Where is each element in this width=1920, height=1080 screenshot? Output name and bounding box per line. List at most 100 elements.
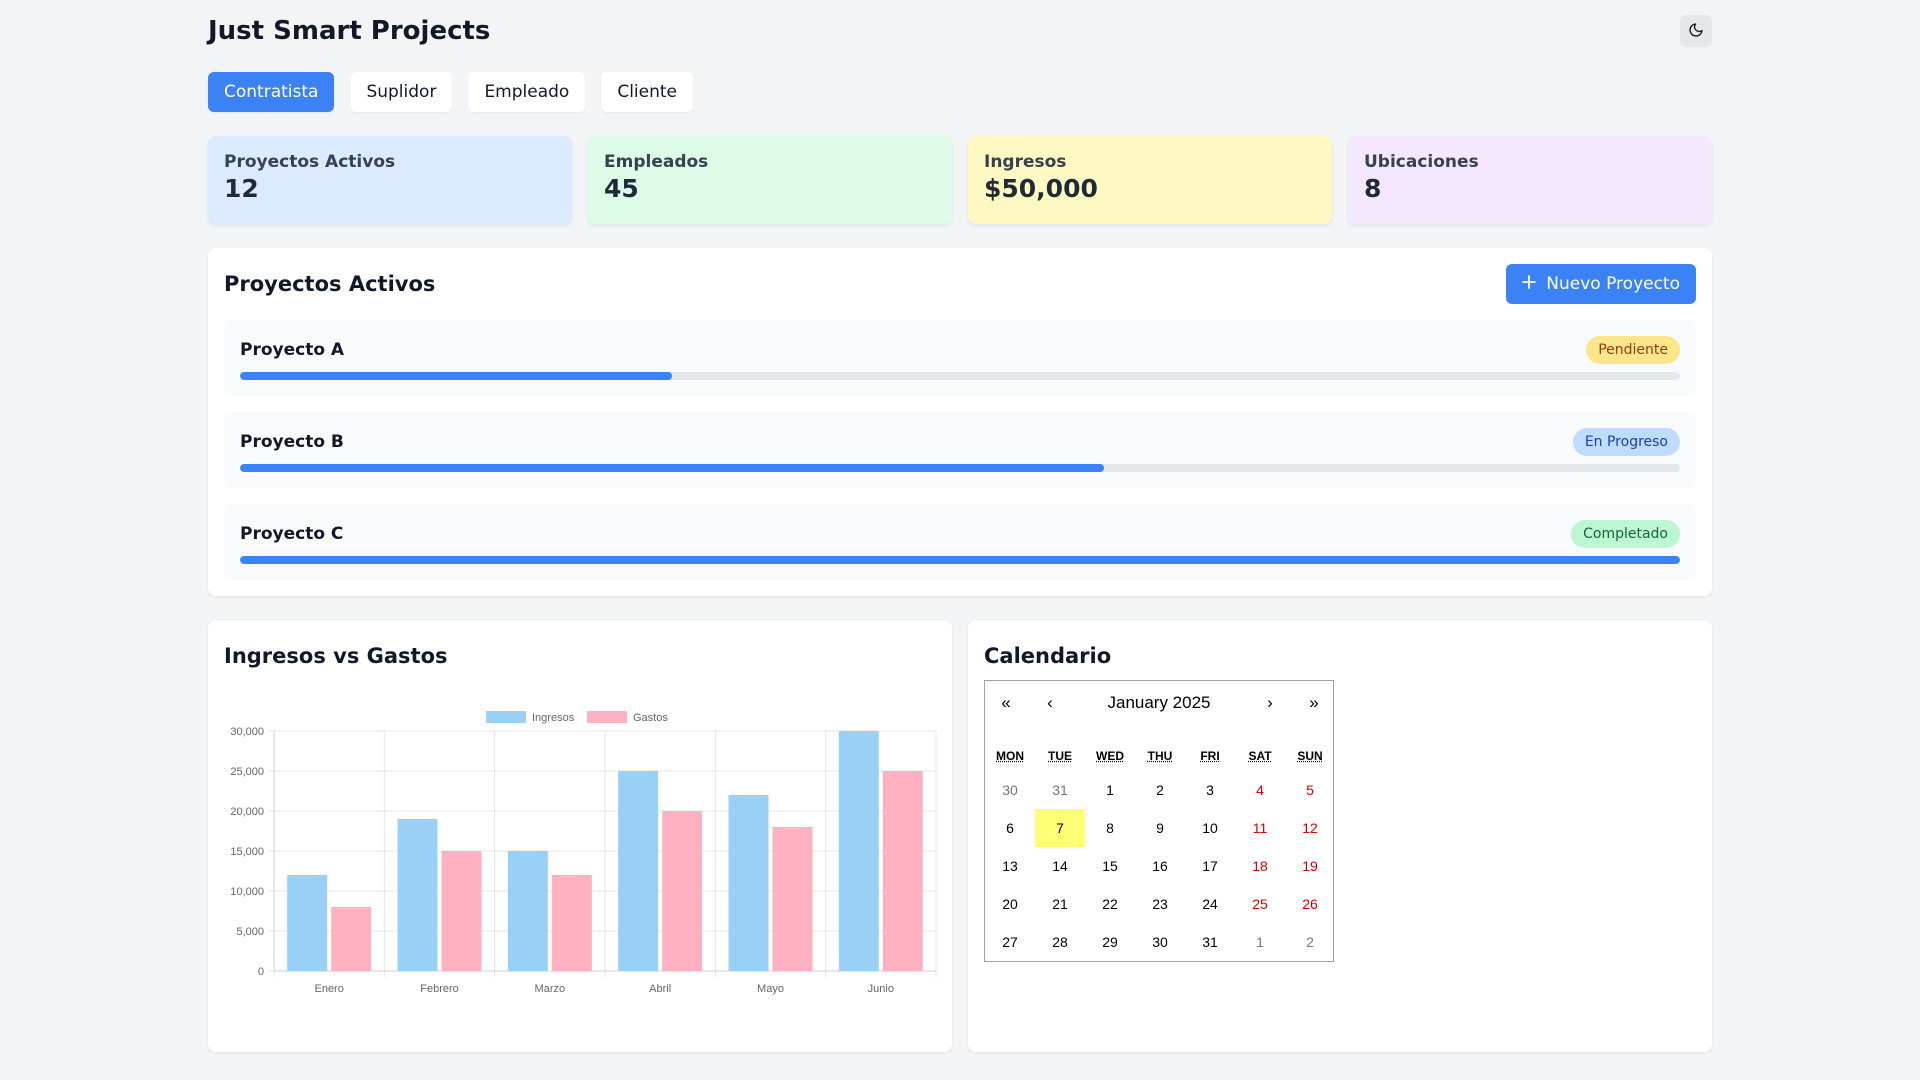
- calendar-day[interactable]: 29: [1102, 934, 1118, 950]
- legend-swatch: [486, 711, 526, 723]
- week-row: 27 28 29 30 31 1 2: [985, 923, 1335, 961]
- bar-gastos-mayo: [772, 827, 813, 971]
- stat-card-ingresos: Ingresos $50,000: [968, 136, 1332, 224]
- legend-label: Ingresos: [532, 712, 575, 724]
- project-item[interactable]: Proyecto B En Progreso: [224, 412, 1696, 488]
- calendar-grid: MON TUE WED THU FRI SAT SUN 30 31 1 2 3 4 5 6 7 8 9 10 11 12…: [985, 741, 1335, 961]
- stat-label: Empleados: [604, 152, 709, 172]
- y-tick-label: 5,000: [236, 926, 264, 938]
- calendar-day[interactable]: 8: [1106, 820, 1114, 836]
- calendar-day[interactable]: 16: [1152, 858, 1168, 874]
- x-tick-label: Mayo: [757, 983, 784, 995]
- weekday-label: THU: [1147, 749, 1173, 763]
- dashboard: Just Smart Projects Contratista Suplidor…: [208, 0, 1712, 1052]
- calendar-nav: « ‹ January 2025 › »: [985, 681, 1333, 725]
- plus-icon: [1522, 274, 1537, 294]
- calendar-day[interactable]: 28: [1052, 934, 1068, 950]
- weekday-label: SUN: [1297, 749, 1323, 763]
- new-project-label: Nuevo Proyecto: [1546, 274, 1680, 294]
- y-tick-label: 15,000: [230, 846, 264, 858]
- weekday-header-row: MON TUE WED THU FRI SAT SUN: [985, 741, 1335, 771]
- weekday-label: MON: [996, 749, 1024, 763]
- stats-row: Proyectos Activos 12 Empleados 45 Ingres…: [208, 136, 1712, 224]
- week-row: 6 7 8 9 10 11 12: [985, 809, 1335, 847]
- project-item[interactable]: Proyecto C Completado: [224, 504, 1696, 580]
- progress-fill: [240, 372, 672, 380]
- calendar-day[interactable]: 6: [1006, 820, 1014, 836]
- weekday-label: TUE: [1048, 749, 1072, 763]
- calendar-day[interactable]: 26: [1302, 896, 1318, 912]
- next-month-button[interactable]: ›: [1267, 693, 1273, 712]
- project-list: Proyecto A Pendiente Proyecto B En Progr…: [224, 320, 1696, 596]
- calendar-day[interactable]: 18: [1252, 858, 1268, 874]
- new-project-button[interactable]: Nuevo Proyecto: [1506, 264, 1696, 304]
- project-name: Proyecto C: [240, 524, 344, 544]
- calendar-day[interactable]: 20: [1002, 896, 1018, 912]
- x-tick-label: Junio: [868, 983, 894, 995]
- tab-contratista[interactable]: Contratista: [208, 72, 335, 112]
- calendar-day[interactable]: 13: [1002, 858, 1018, 874]
- calendar-day[interactable]: 17: [1202, 858, 1218, 874]
- calendar-day[interactable]: 21: [1052, 896, 1068, 912]
- calendar-day[interactable]: 9: [1156, 820, 1164, 836]
- legend-label: Gastos: [633, 712, 668, 724]
- calendar-day[interactable]: 15: [1102, 858, 1118, 874]
- project-name: Proyecto B: [240, 432, 344, 452]
- calendar-day[interactable]: 23: [1152, 896, 1168, 912]
- prev-year-button[interactable]: «: [1001, 693, 1011, 712]
- calendar-day[interactable]: 30: [1152, 934, 1168, 950]
- progress-fill: [240, 556, 1680, 564]
- bar-gastos-febrero: [441, 851, 482, 971]
- calendar-day[interactable]: 3: [1206, 782, 1214, 798]
- progress-bar: [240, 556, 1680, 564]
- bar-ingresos-abril: [618, 771, 659, 971]
- calendar-day[interactable]: 7: [1035, 809, 1085, 847]
- calendar-day[interactable]: 5: [1306, 782, 1314, 798]
- weekday-label: FRI: [1200, 749, 1220, 763]
- calendar-day[interactable]: 30: [1002, 782, 1018, 798]
- calendar-day[interactable]: 24: [1202, 896, 1218, 912]
- calendar-day[interactable]: 25: [1252, 896, 1268, 912]
- calendar-day[interactable]: 4: [1256, 782, 1264, 798]
- app-title: Just Smart Projects: [208, 16, 491, 46]
- panel-title: Calendario: [984, 644, 1112, 668]
- tab-cliente[interactable]: Cliente: [601, 72, 694, 112]
- progress-fill: [240, 464, 1104, 472]
- calendar-day[interactable]: 2: [1156, 782, 1164, 798]
- x-tick-label: Enero: [314, 983, 343, 995]
- theme-toggle-button[interactable]: [1680, 15, 1712, 47]
- tab-suplidor[interactable]: Suplidor: [350, 72, 453, 112]
- status-badge: Completado: [1571, 520, 1680, 548]
- calendar-panel: Calendario « ‹ January 2025 › » MON TUE WE…: [968, 620, 1712, 1052]
- week-row: 13 14 15 16 17 18 19: [985, 847, 1335, 885]
- calendar-day[interactable]: 19: [1302, 858, 1318, 874]
- calendar-day[interactable]: 27: [1002, 934, 1018, 950]
- calendar-day[interactable]: 22: [1102, 896, 1118, 912]
- x-tick-label: Marzo: [535, 983, 566, 995]
- calendar-day[interactable]: 10: [1202, 820, 1218, 836]
- calendar-day[interactable]: 31: [1052, 782, 1068, 798]
- calendar-day[interactable]: 14: [1052, 858, 1068, 874]
- bar-gastos-junio: [882, 771, 923, 971]
- next-year-button[interactable]: »: [1309, 693, 1319, 712]
- prev-month-button[interactable]: ‹: [1047, 693, 1053, 712]
- calendar-day[interactable]: 1: [1106, 782, 1114, 798]
- calendar-day[interactable]: 2: [1306, 934, 1314, 950]
- header: Just Smart Projects: [208, 0, 1712, 64]
- calendar-day[interactable]: 1: [1256, 934, 1264, 950]
- project-name: Proyecto A: [240, 340, 345, 360]
- calendar-day[interactable]: 11: [1252, 820, 1268, 836]
- tab-empleado[interactable]: Empleado: [468, 72, 586, 112]
- stat-value: $50,000: [984, 174, 1098, 203]
- bar-ingresos-enero: [287, 875, 328, 971]
- bar-ingresos-mayo: [728, 795, 769, 971]
- stat-value: 45: [604, 174, 639, 203]
- calendar-day[interactable]: 31: [1202, 934, 1218, 950]
- calendar-day[interactable]: 12: [1302, 820, 1318, 836]
- project-item[interactable]: Proyecto A Pendiente: [224, 320, 1696, 396]
- income-expense-chart: 0 5,000 10,000 15,000 20,000 25,000 30,000 Ener…: [230, 711, 937, 995]
- stat-card-proyectos: Proyectos Activos 12: [208, 136, 572, 224]
- calendar-month-label[interactable]: January 2025: [1107, 693, 1211, 712]
- stat-label: Ubicaciones: [1364, 152, 1479, 172]
- bar-gastos-abril: [662, 811, 703, 971]
